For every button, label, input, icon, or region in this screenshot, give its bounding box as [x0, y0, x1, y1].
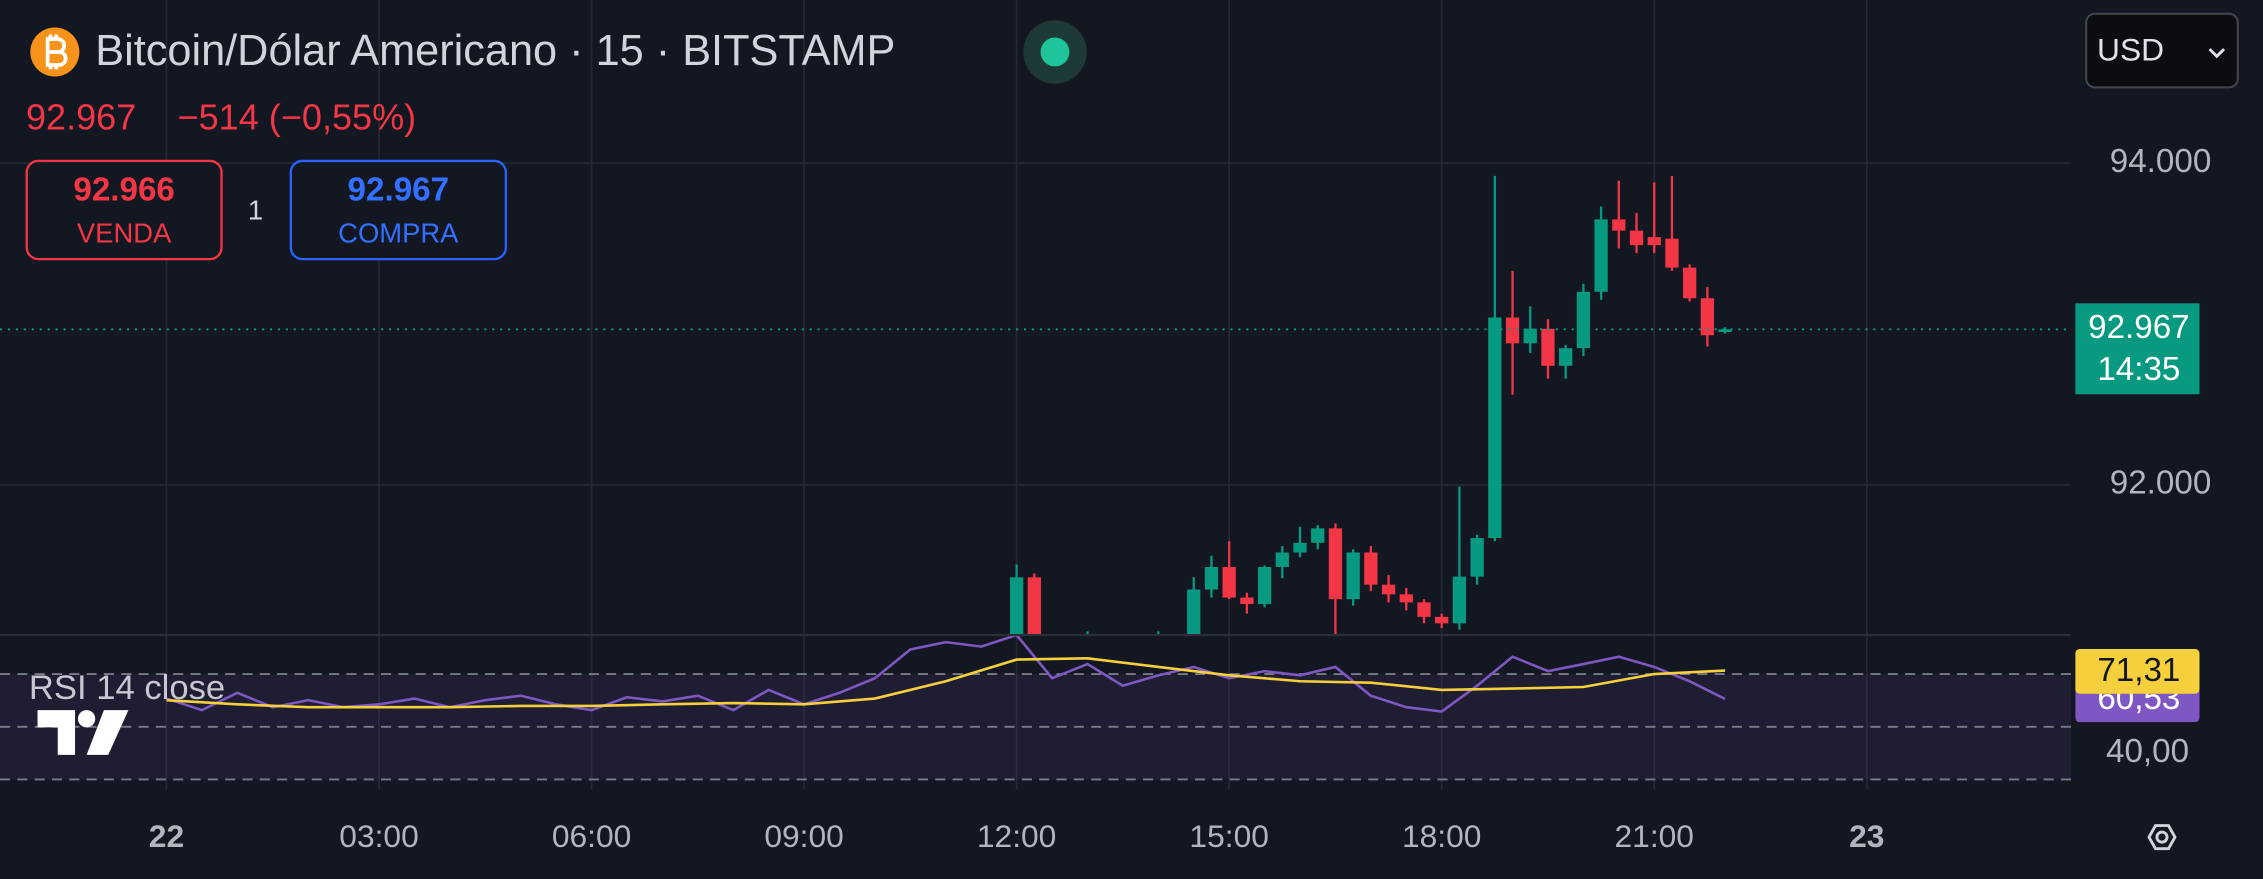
- x-tick-label: 06:00: [552, 818, 631, 854]
- candle-body: [1328, 528, 1343, 600]
- candle-body: [1222, 566, 1236, 598]
- x-tick-label: 12:00: [977, 818, 1056, 854]
- chevron: [2208, 48, 2226, 59]
- axis-layer: 22 03:00 06:00 09:00 12:00 15:00 18:00 21:00 23 9…: [149, 143, 2211, 854]
- currency-select[interactable]: USD: [2085, 12, 2239, 89]
- value-label: 71,31: [2097, 652, 2180, 689]
- symbol-icon: [30, 27, 80, 77]
- candle-body: [1293, 542, 1307, 553]
- candle-body: [1665, 238, 1679, 268]
- x-tick-label: 23: [1849, 818, 1884, 854]
- candle-body: [1612, 219, 1626, 231]
- buy-price: 92.967: [348, 172, 450, 209]
- rsi-line: [166, 635, 1726, 713]
- buy-label: COMPRA: [338, 218, 459, 249]
- candle-body: [1594, 219, 1608, 292]
- candle-body: [1470, 538, 1484, 577]
- rsi-legend: RSI 14 close: [29, 669, 225, 707]
- symbol-title: Bitcoin/Dólar Americano · 15 · BITSTAMP: [95, 27, 895, 75]
- value-label-box: [2075, 648, 2200, 694]
- candle-body: [1541, 328, 1555, 366]
- candle-body: [1576, 291, 1591, 349]
- candle-body: [1683, 267, 1697, 299]
- x-tick-label: 18:00: [1402, 818, 1481, 854]
- candle-body: [1009, 577, 1024, 636]
- candle-body: [1027, 577, 1041, 636]
- countdown-label: 14:35: [2097, 351, 2180, 388]
- sell-button[interactable]: 92.966 VENDA: [25, 159, 223, 261]
- y-tick-label: 94.000: [2110, 143, 2212, 180]
- candle-body: [1718, 329, 1732, 333]
- last-price-label: 92.967: [2088, 309, 2190, 346]
- candle-body: [1311, 528, 1325, 543]
- y-tick-label: 92.000: [2110, 465, 2212, 502]
- price-change: −514 (−0,55%): [178, 96, 417, 137]
- candle-body: [1559, 348, 1573, 366]
- candle-body: [1204, 566, 1219, 590]
- rsi-band: [0, 674, 2072, 780]
- rsi-line: [166, 656, 1726, 709]
- x-tick-label: 03:00: [339, 818, 418, 854]
- candle-body: [1381, 584, 1396, 595]
- x-tick-label: 15:00: [1189, 818, 1268, 854]
- settings-button[interactable]: [2147, 824, 2177, 851]
- price-pane: [0, 175, 2072, 636]
- candle-body: [1505, 317, 1520, 344]
- candle-body: [1417, 602, 1431, 617]
- market-status[interactable]: [1023, 20, 1087, 84]
- candle-body: [1364, 552, 1378, 585]
- candle-body: [1452, 576, 1467, 624]
- candle-body: [1399, 594, 1413, 603]
- candle-body: [1647, 237, 1661, 246]
- grid-layer: [0, 0, 2072, 790]
- x-tick-label: 21:00: [1615, 818, 1694, 854]
- candle-body: [1275, 552, 1289, 567]
- candle-body: [1240, 597, 1254, 604]
- rsi-pane: [0, 635, 2072, 781]
- last-price: 92.967: [26, 96, 136, 137]
- candle-body: [1488, 317, 1502, 539]
- candle-body: [1346, 552, 1360, 600]
- last-price-box: [2075, 303, 2200, 395]
- candle-body: [1257, 566, 1272, 604]
- candle-body: [1629, 230, 1644, 246]
- candle-body: [1435, 616, 1449, 624]
- rsi-tick-label: 40,00: [2106, 733, 2189, 770]
- candle-body: [1187, 589, 1201, 636]
- sell-label: VENDA: [77, 218, 172, 249]
- buy-button[interactable]: 92.967 COMPRA: [289, 159, 508, 261]
- sell-price: 92.966: [73, 172, 175, 209]
- candle-body: [1700, 298, 1715, 336]
- quantity[interactable]: 1: [248, 194, 263, 225]
- x-tick-label: 09:00: [764, 818, 843, 854]
- tv-logo: [37, 710, 129, 755]
- currency-label: USD: [2097, 31, 2164, 67]
- x-tick-label: 22: [149, 818, 184, 854]
- candle-body: [1523, 328, 1537, 344]
